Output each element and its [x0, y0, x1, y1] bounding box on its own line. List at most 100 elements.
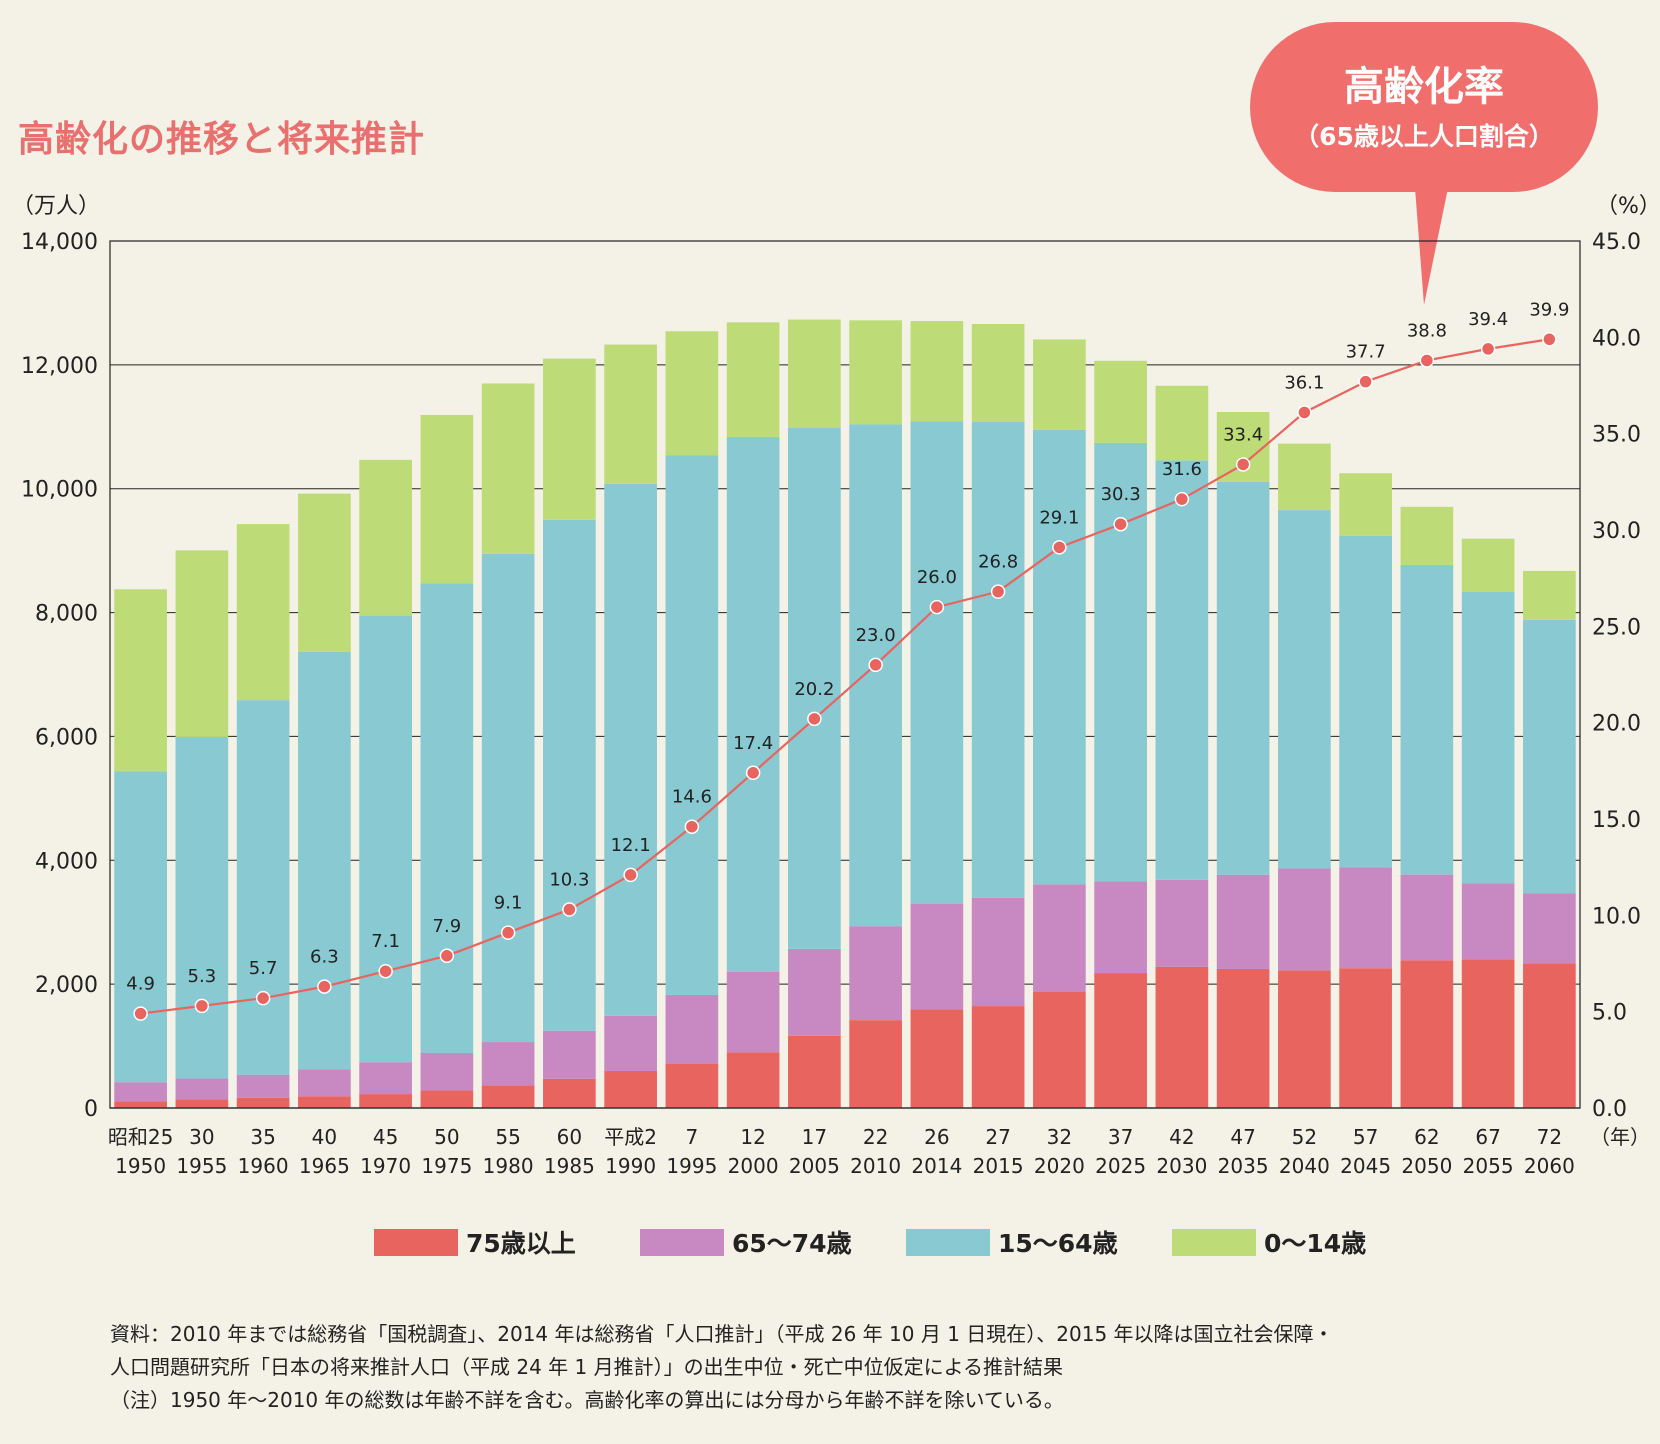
bar-segment: [788, 319, 841, 429]
x-tick-label-year: 2055: [1463, 1154, 1514, 1178]
legend-swatch: [1172, 1229, 1256, 1256]
rate-point: [378, 963, 393, 979]
rate-value-label: 30.3: [1101, 484, 1141, 505]
bar-segment: [1033, 884, 1086, 992]
x-tick-label-era: 平成2: [604, 1125, 657, 1149]
callout-subtitle: （65歳以上人口割合）: [1294, 122, 1554, 151]
bar-segment: [665, 455, 719, 995]
bar-segment: [1033, 429, 1086, 885]
rate-value-label: 6.3: [310, 947, 339, 968]
rate-point: [1174, 491, 1190, 507]
bar-segment: [1523, 570, 1576, 620]
bar-segment: [114, 1082, 167, 1102]
x-tick-label-era: 昭和25: [108, 1125, 173, 1149]
rate-point: [1358, 374, 1373, 389]
bar-segment: [604, 483, 657, 1016]
x-tick-label-era: 27: [985, 1125, 1010, 1149]
rate-point: [1542, 332, 1557, 347]
y-tick-label: 12,000: [21, 354, 98, 379]
legend: 75歳以上 65〜74歳 15〜64歳 0〜14歳: [374, 1229, 1366, 1258]
x-tick-label-era: 57: [1353, 1125, 1378, 1149]
bar-segment: [1216, 968, 1270, 1108]
x-tick-label-year: 2020: [1034, 1154, 1085, 1178]
bar-segment: [665, 1063, 719, 1108]
y2-tick-label: 35.0: [1592, 423, 1641, 448]
rate-polyline: [140, 338, 1550, 1015]
rate-value-label: 29.1: [1039, 507, 1079, 528]
bar-segment: [420, 1090, 474, 1108]
bar-segment: [1278, 970, 1331, 1108]
bar-segment: [849, 926, 902, 1021]
rate-value-label: 33.4: [1223, 424, 1263, 445]
rate-value-label: 26.8: [978, 552, 1018, 573]
bar-segment: [1094, 973, 1147, 1108]
note-line: 資料：2010 年までは総務省「国税調査」、2014 年は総務省「人口推計」（平…: [110, 1322, 1334, 1346]
bar-segment: [359, 615, 412, 1063]
x-tick-label-era: 30: [189, 1125, 214, 1149]
grid-lines: [109, 240, 1581, 1109]
y-tick-label: 8,000: [35, 602, 98, 627]
x-tick-label-year: 1995: [666, 1154, 717, 1178]
x-tick-label-year: 1965: [299, 1154, 350, 1178]
bar-segment: [849, 424, 902, 927]
x-tick-label-era: 32: [1047, 1125, 1072, 1149]
x-tick-label-era: 72: [1537, 1125, 1562, 1149]
x-tick-label-era: 47: [1230, 1125, 1255, 1149]
y2-tick-label: 25.0: [1592, 615, 1641, 640]
note-line: （注）1950 年〜2010 年の総数は年齢不詳を含む。高齢化率の算出には分母か…: [110, 1388, 1064, 1412]
rate-point: [1113, 516, 1128, 532]
bar-segment: [1155, 966, 1209, 1108]
x-tick-label-era: 45: [373, 1125, 398, 1149]
x-tick-label-era: 12: [740, 1125, 765, 1149]
bar-segment: [1523, 619, 1576, 894]
x-tick-label-era: 40: [312, 1125, 337, 1149]
bar-segment: [114, 589, 167, 772]
callout-shape: [1250, 22, 1598, 192]
rate-point: [317, 979, 332, 994]
bar-segment: [175, 1099, 229, 1108]
x-tick-label-year: 1985: [544, 1154, 595, 1178]
x-tick-label-year: 2060: [1524, 1154, 1575, 1178]
bar-segment: [788, 428, 841, 949]
y2-axis-unit: （%）: [1596, 194, 1660, 219]
x-tick-label-year: 2014: [911, 1154, 962, 1178]
bar-segment: [420, 583, 474, 1054]
x-tick-label-era: 26: [924, 1125, 949, 1149]
legend-label: 0〜14歳: [1264, 1229, 1366, 1258]
bar-segment: [481, 383, 535, 554]
bar-segment: [420, 414, 474, 584]
y2-tick-label: 15.0: [1592, 808, 1641, 833]
rate-value-label: 12.1: [611, 835, 651, 856]
rate-value-label: 26.0: [917, 567, 957, 588]
rate-value-label: 39.4: [1468, 309, 1508, 330]
rate-point: [133, 1006, 148, 1021]
bar-segment: [971, 422, 1025, 898]
bar-segment: [1400, 564, 1454, 875]
y2-tick-label: 10.0: [1592, 904, 1641, 929]
x-tick-label-era: 62: [1414, 1125, 1439, 1149]
bar-segment: [1094, 360, 1147, 443]
bar-segment: [910, 1009, 964, 1108]
legend-swatch: [374, 1229, 458, 1256]
bar-segment: [971, 323, 1025, 423]
y-axis-unit: （万人）: [12, 194, 100, 219]
bar-segment: [359, 1094, 412, 1108]
bar-segment: [1461, 883, 1515, 960]
x-tick-label-era: 52: [1292, 1125, 1317, 1149]
bar-segment: [1216, 874, 1270, 969]
rate-value-label: 31.6: [1162, 459, 1202, 480]
x-tick-label-year: 2045: [1340, 1154, 1391, 1178]
bar-segment: [1400, 960, 1454, 1108]
bar-segment: [359, 459, 412, 616]
rate-point: [684, 819, 700, 834]
rate-value-label: 5.7: [249, 958, 278, 979]
y-tick-label: 6,000: [35, 725, 98, 750]
y2-tick-label: 20.0: [1592, 712, 1641, 737]
y-tick-label: 0: [84, 1097, 98, 1122]
x-tick-label-year: 2025: [1095, 1154, 1146, 1178]
x-tick-label-era: 67: [1475, 1125, 1500, 1149]
bar-segment: [604, 1015, 657, 1072]
bar-segment: [298, 1069, 351, 1097]
legend-label: 75歳以上: [466, 1229, 576, 1258]
